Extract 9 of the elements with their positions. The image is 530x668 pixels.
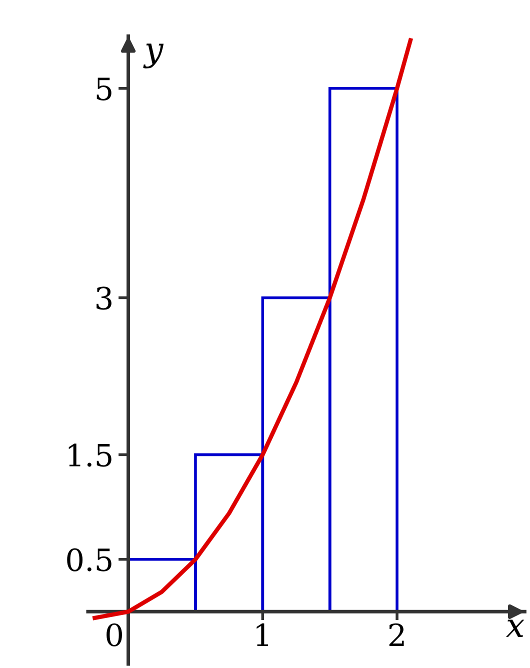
- x-tick-label: 2: [389, 623, 404, 646]
- y-tick-label: 5: [96, 78, 112, 100]
- x-tick-label: 0: [106, 623, 122, 646]
- y-tick-label: 1.5: [68, 444, 112, 467]
- x-tick-label: 1: [256, 623, 268, 646]
- y-tick-label: 0.5: [67, 548, 112, 572]
- x-axis-title: x: [506, 620, 524, 637]
- y-tick-label: 3: [96, 286, 112, 310]
- y-axis-title: y: [143, 44, 164, 68]
